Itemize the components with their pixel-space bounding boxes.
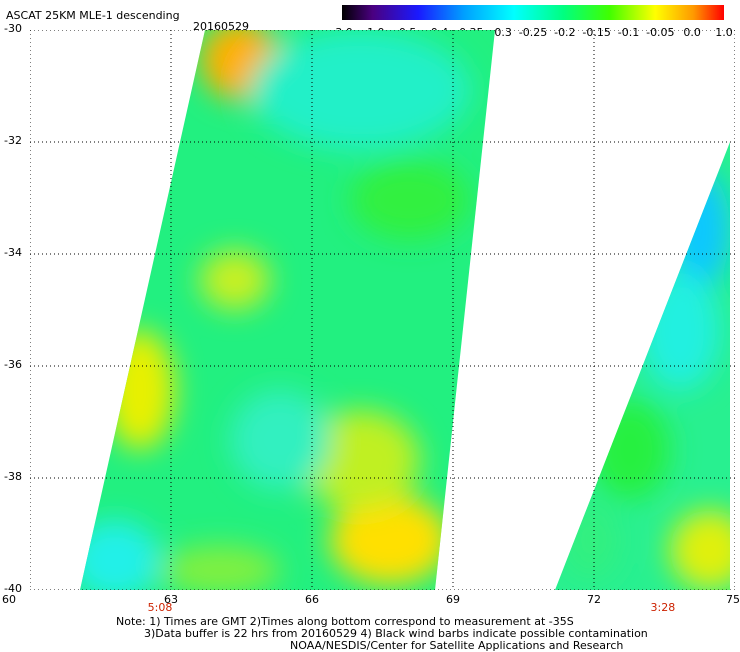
plot-date: 20160529 [193,20,249,33]
lat-label: -30 [4,22,22,35]
lon-label: 69 [446,593,460,606]
note-line-1: Note: 1) Times are GMT 2)Times along bot… [116,615,574,628]
lat-label: -36 [4,358,22,371]
pass-time: 3:28 [650,601,676,614]
colorbar-label: 0.0 [683,26,701,39]
lon-label: 72 [587,593,601,606]
pass-time: 5:08 [147,601,173,614]
colorbar-label: -0.2 [554,26,576,39]
lon-label: 60 [2,593,16,606]
lat-label: -40 [4,582,22,595]
plot-title: ASCAT 25KM MLE-1 descending [6,9,180,22]
lat-label: -32 [4,134,22,147]
colorbar-label: -0.25 [518,26,548,39]
map-plot [30,30,735,590]
map-grid [30,30,735,590]
colorbar-label: -0.3 [490,26,512,39]
note-line-2: 3)Data buffer is 22 hrs from 20160529 4)… [144,627,648,640]
colorbar-label: -0.05 [646,26,675,39]
colorbar-label: -0.1 [617,26,640,39]
lat-label: -34 [4,246,22,259]
lon-label: 66 [305,593,319,606]
lon-label: 75 [726,593,740,606]
colorbar-label: 1.0 [715,26,733,39]
lat-label: -38 [4,470,22,483]
colorbar-label: -0.15 [582,26,611,39]
lon-label: 63 [164,593,178,606]
note-line-3: NOAA/NESDIS/Center for Satellite Applica… [290,639,624,652]
colorbar [342,5,724,20]
